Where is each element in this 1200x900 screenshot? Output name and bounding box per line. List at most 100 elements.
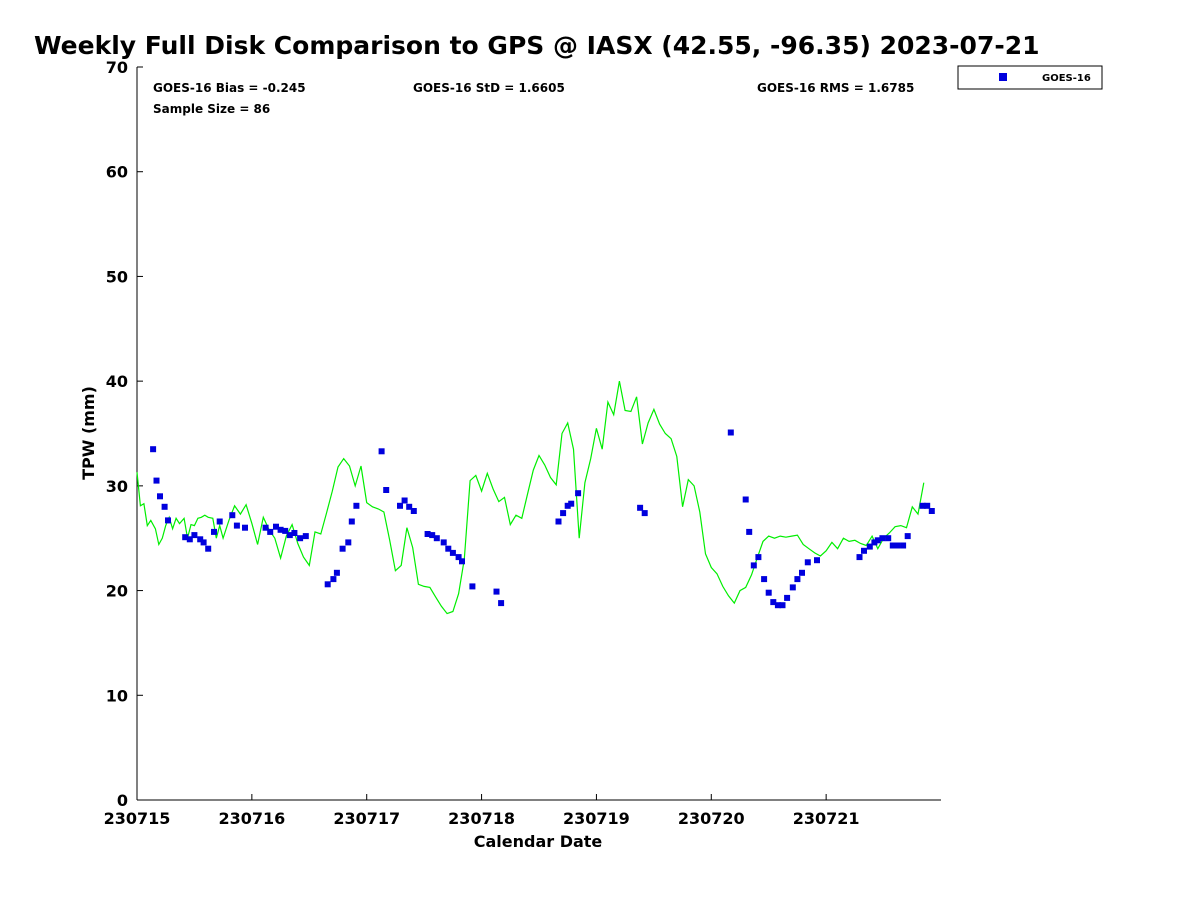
axes xyxy=(136,67,941,801)
goes-point xyxy=(262,524,269,531)
y-tick-label: 60 xyxy=(106,163,128,182)
goes-point xyxy=(727,429,734,436)
goes-point xyxy=(348,518,355,525)
goes-point xyxy=(440,539,447,546)
goes-series xyxy=(150,429,935,609)
goes-point xyxy=(282,527,289,534)
goes-point xyxy=(871,539,878,546)
goes-point xyxy=(333,569,340,576)
goes-point xyxy=(401,497,408,504)
goes-point xyxy=(302,533,309,540)
goes-point xyxy=(765,589,772,596)
goes-point xyxy=(267,528,274,535)
goes-point xyxy=(555,518,562,525)
goes-point xyxy=(157,493,163,500)
goes-point xyxy=(493,588,500,595)
goes-point xyxy=(924,502,931,509)
goes-point xyxy=(814,557,820,564)
goes-point xyxy=(874,537,881,544)
goes-point xyxy=(330,576,337,583)
goes-point xyxy=(410,508,417,514)
goes-point xyxy=(904,533,911,540)
goes-point xyxy=(794,576,801,583)
goes-point xyxy=(568,500,575,507)
y-tick-label: 70 xyxy=(106,58,128,77)
goes-point xyxy=(885,535,892,542)
goes-point xyxy=(211,528,217,535)
x-tick-label: 230717 xyxy=(333,809,400,828)
bias-stat: GOES-16 Bias = -0.245 xyxy=(153,81,306,95)
goes-point xyxy=(856,554,863,561)
goes-point xyxy=(469,583,476,590)
goes-point xyxy=(919,502,926,509)
goes-point xyxy=(277,526,284,533)
x-tick-label: 230715 xyxy=(104,809,171,828)
goes-point xyxy=(894,542,901,549)
gps-line xyxy=(136,380,925,615)
x-tick-label: 230720 xyxy=(678,809,745,828)
x-axis-label: Calendar Date xyxy=(474,832,603,851)
goes-point xyxy=(928,508,935,514)
goes-point xyxy=(560,510,567,517)
y-tick-label: 50 xyxy=(106,267,128,286)
goes-point xyxy=(498,600,505,607)
goes-point xyxy=(216,518,223,525)
goes-point xyxy=(429,532,436,539)
goes-point xyxy=(378,448,385,455)
goes-point xyxy=(879,535,886,542)
goes-point xyxy=(455,554,462,561)
std-stat: GOES-16 StD = 1.6605 xyxy=(413,81,565,95)
x-tick-label: 230721 xyxy=(793,809,860,828)
legend-label: GOES-16 xyxy=(1042,73,1091,84)
x-tick-label: 230716 xyxy=(218,809,285,828)
goes-point xyxy=(383,487,390,493)
goes-point xyxy=(784,594,791,601)
goes-point xyxy=(804,559,811,566)
goes-point xyxy=(406,503,413,510)
goes-point xyxy=(742,496,749,503)
goes-point xyxy=(900,542,907,549)
goes-point xyxy=(746,528,753,535)
goes-point xyxy=(286,532,293,539)
goes-point xyxy=(799,569,805,576)
goes-point xyxy=(397,502,403,509)
goes-point xyxy=(433,535,440,542)
goes-point xyxy=(750,562,757,569)
goes-point xyxy=(161,503,168,510)
y-tick-label: 30 xyxy=(106,477,128,496)
goes-point xyxy=(197,536,204,543)
goes-point xyxy=(575,490,582,497)
goes-point xyxy=(324,581,331,588)
goes-point xyxy=(153,477,160,484)
y-axis-ticks: 0 10 20 30 40 50 60 70 xyxy=(106,58,143,810)
goes-point xyxy=(641,510,648,517)
goes-point xyxy=(291,530,298,536)
legend-marker xyxy=(999,73,1007,81)
goes-point xyxy=(774,602,781,609)
goes-point xyxy=(755,554,762,561)
goes-point xyxy=(205,545,212,552)
y-tick-label: 10 xyxy=(106,686,128,705)
goes-point xyxy=(200,539,207,546)
goes-point xyxy=(150,446,157,453)
goes-point xyxy=(459,558,465,565)
y-axis-label: TPW (mm) xyxy=(79,386,98,480)
legend: GOES-16 xyxy=(957,65,1103,90)
goes-point xyxy=(789,584,796,591)
chart-title: Weekly Full Disk Comparison to GPS @ IAS… xyxy=(34,31,1040,60)
goes-point xyxy=(233,522,240,529)
goes-point xyxy=(449,549,456,556)
goes-point xyxy=(889,542,896,549)
goes-point xyxy=(191,532,198,539)
goes-point xyxy=(242,524,248,531)
goes-point xyxy=(297,535,304,542)
x-axis-ticks: 230715 230716 230717 230718 230719 230720 2307… xyxy=(104,794,860,828)
goes-point xyxy=(637,504,644,511)
goes-point xyxy=(353,502,360,509)
goes-point xyxy=(182,534,189,541)
goes-point xyxy=(229,512,236,519)
goes-point xyxy=(273,523,279,530)
goes-point xyxy=(445,545,452,552)
goes-point xyxy=(186,536,193,543)
goes-point xyxy=(770,599,777,606)
